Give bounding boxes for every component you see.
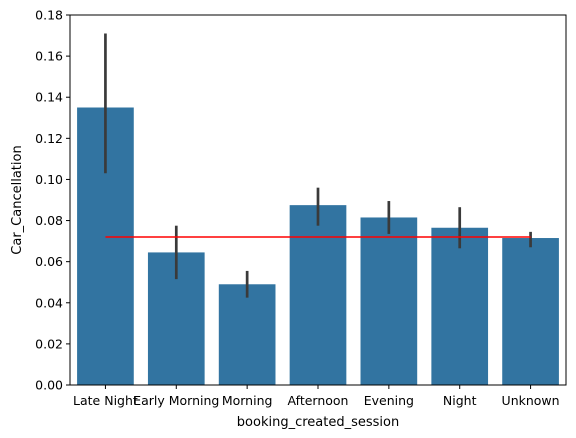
bar	[360, 217, 418, 385]
y-tick-label: 0.06	[35, 254, 63, 269]
y-axis: 0.00 0.02 0.04 0.06 0.08 0.10 0.12 0.14 0.16 0.18	[35, 8, 70, 393]
x-tick-label: Evening	[364, 393, 414, 408]
y-tick-label: 0.02	[35, 336, 63, 351]
x-tick-label: Early Morning	[133, 393, 219, 408]
y-tick-label: 0.18	[35, 8, 63, 23]
bar	[289, 205, 347, 385]
error-bars-group	[104, 33, 532, 298]
bars-group	[77, 107, 559, 385]
y-tick-label: 0.10	[35, 172, 63, 187]
y-tick-label: 0.16	[35, 49, 63, 64]
y-axis-label: Car_Cancellation	[10, 145, 25, 254]
x-tick-label: Afternoon	[288, 393, 349, 408]
x-axis-label: booking_created_session	[237, 415, 399, 430]
x-tick-label: Late Night	[73, 393, 138, 408]
y-tick-label: 0.12	[35, 131, 63, 146]
y-tick-label: 0.08	[35, 213, 63, 228]
x-tick-label: Morning	[222, 393, 273, 408]
y-tick-label: 0.14	[35, 90, 63, 105]
bar	[218, 284, 276, 385]
x-tick-label: Unknown	[502, 393, 560, 408]
bar	[502, 238, 559, 385]
x-tick-label: Night	[443, 393, 477, 408]
y-tick-label: 0.04	[35, 295, 63, 310]
bar	[431, 227, 489, 385]
y-tick-label: 0.00	[35, 378, 63, 393]
